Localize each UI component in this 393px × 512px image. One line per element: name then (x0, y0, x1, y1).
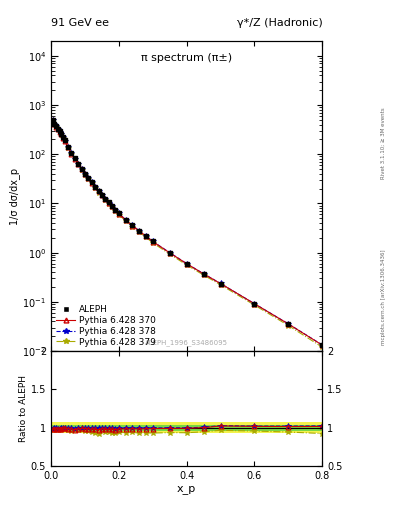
Text: mcplots.cern.ch [arXiv:1306.3436]: mcplots.cern.ch [arXiv:1306.3436] (381, 249, 386, 345)
Y-axis label: 1/σ dσ/dx_p: 1/σ dσ/dx_p (9, 167, 20, 225)
Legend: ALEPH, Pythia 6.428 370, Pythia 6.428 378, Pythia 6.428 379: ALEPH, Pythia 6.428 370, Pythia 6.428 37… (55, 305, 156, 347)
Text: γ*/Z (Hadronic): γ*/Z (Hadronic) (237, 18, 322, 28)
Text: ALEPH_1996_S3486095: ALEPH_1996_S3486095 (145, 339, 228, 347)
Text: π spectrum (π±): π spectrum (π±) (141, 53, 232, 63)
X-axis label: x_p: x_p (177, 483, 196, 494)
Text: Rivet 3.1.10; ≥ 3M events: Rivet 3.1.10; ≥ 3M events (381, 108, 386, 179)
Y-axis label: Ratio to ALEPH: Ratio to ALEPH (19, 375, 28, 442)
Text: 91 GeV ee: 91 GeV ee (51, 18, 109, 28)
